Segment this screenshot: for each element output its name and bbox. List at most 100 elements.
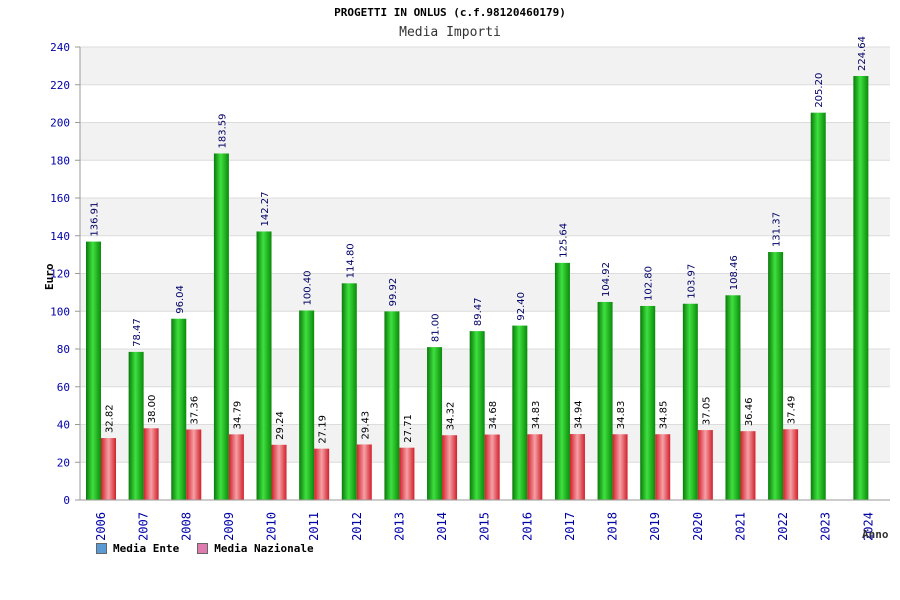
- data-label: 34.94: [573, 400, 584, 429]
- bar-media-ente: [213, 153, 229, 500]
- x-tick-label: 2008: [179, 512, 193, 541]
- data-label: 224.64: [857, 36, 868, 71]
- x-tick-label: 2021: [733, 512, 747, 541]
- bar-media-ente: [469, 331, 485, 500]
- bar-media-nazionale: [186, 429, 202, 500]
- bar-media-ente: [640, 305, 656, 500]
- data-label: 102.80: [644, 266, 655, 301]
- data-label: 34.79: [232, 401, 243, 430]
- grid-band: [80, 122, 890, 161]
- x-tick-label: 2019: [648, 512, 662, 541]
- data-label: 108.46: [729, 255, 740, 290]
- y-tick-label: 60: [57, 381, 70, 394]
- chart-title: PROGETTI IN ONLUS (c.f.98120460179): [334, 6, 566, 19]
- x-tick-label: 2022: [776, 512, 790, 541]
- y-tick-label: 240: [50, 41, 70, 54]
- data-label: 81.00: [431, 313, 442, 342]
- x-tick-label: 2015: [478, 512, 492, 541]
- data-label: 205.20: [814, 73, 825, 108]
- bar-media-nazionale: [228, 434, 244, 500]
- x-tick-label: 2006: [94, 512, 108, 541]
- y-axis-label: Euro: [43, 263, 56, 290]
- bar-media-nazionale: [612, 434, 628, 500]
- y-tick-label: 160: [50, 192, 70, 205]
- bar-media-ente: [768, 252, 784, 500]
- data-label: 136.91: [90, 202, 101, 237]
- data-label: 34.85: [659, 401, 670, 430]
- data-label: 92.40: [516, 292, 527, 321]
- data-label: 34.68: [488, 401, 499, 430]
- bar-media-nazionale: [399, 447, 415, 500]
- y-tick-label: 140: [50, 230, 70, 243]
- data-label: 27.71: [403, 414, 414, 443]
- chart-subtitle: Media Importi: [399, 25, 501, 40]
- bar-media-nazionale: [527, 434, 543, 500]
- bar-media-nazionale: [442, 435, 458, 500]
- bar-media-nazionale: [655, 434, 671, 500]
- bar-media-nazionale: [569, 434, 585, 500]
- bar-media-ente: [299, 310, 315, 500]
- x-tick-label: 2007: [137, 512, 151, 541]
- x-tick-label: 2014: [435, 512, 449, 541]
- y-tick-label: 180: [50, 154, 70, 167]
- bar-media-ente: [128, 351, 144, 500]
- bar-media-ente: [512, 325, 528, 500]
- y-tick-label: 0: [63, 494, 70, 507]
- x-tick-label: 2009: [222, 512, 236, 541]
- x-tick-label: 2013: [392, 512, 406, 541]
- bar-media-nazionale: [484, 434, 500, 500]
- bar-media-nazionale: [101, 438, 116, 500]
- bar-media-ente: [86, 241, 101, 500]
- bar-media-nazionale: [740, 431, 756, 500]
- data-label: 37.36: [190, 396, 201, 425]
- bar-media-nazionale: [783, 429, 799, 500]
- bar-media-nazionale: [314, 448, 330, 500]
- data-label: 142.27: [260, 191, 271, 226]
- data-label: 38.00: [147, 395, 158, 424]
- y-tick-label: 80: [57, 343, 70, 356]
- data-label: 99.92: [388, 278, 399, 307]
- y-tick-label: 120: [50, 268, 70, 281]
- data-label: 34.83: [531, 401, 542, 430]
- bar-media-ente: [256, 231, 272, 500]
- y-tick-label: 40: [57, 419, 70, 432]
- x-tick-label: 2011: [307, 512, 321, 541]
- x-tick-label: 2024: [861, 512, 875, 541]
- x-tick-label: 2017: [563, 512, 577, 541]
- bar-media-ente: [853, 75, 869, 500]
- data-label: 37.05: [701, 396, 712, 425]
- data-label: 114.80: [345, 243, 356, 278]
- bar-media-nazionale: [356, 444, 372, 500]
- bar-media-ente: [682, 303, 698, 500]
- bar-media-ente: [597, 301, 613, 500]
- x-tick-label: 2023: [819, 512, 833, 541]
- grid-band: [80, 198, 890, 236]
- y-tick-label: 100: [50, 305, 70, 318]
- bar-media-nazionale: [697, 430, 713, 500]
- data-label: 32.82: [105, 404, 116, 433]
- legend-label-media-ente: Media Ente: [113, 542, 180, 555]
- bar-media-ente: [810, 112, 826, 500]
- data-label: 104.92: [601, 262, 612, 297]
- grid-band: [80, 84, 890, 123]
- x-tick-label: 2012: [350, 512, 364, 541]
- legend: Media Ente Media Nazionale: [96, 542, 314, 555]
- bar-media-ente: [427, 347, 443, 500]
- y-tick-label: 20: [57, 456, 70, 469]
- x-tick-label: 2016: [520, 512, 534, 541]
- data-label: 131.37: [772, 212, 783, 247]
- data-label: 29.24: [275, 411, 286, 440]
- legend-item-media-ente: Media Ente: [96, 542, 179, 555]
- data-label: 183.59: [217, 113, 228, 148]
- bar-media-ente: [554, 262, 570, 500]
- legend-item-media-nazionale: Media Nazionale: [197, 542, 314, 555]
- y-tick-label: 220: [50, 79, 70, 92]
- data-label: 89.47: [473, 297, 484, 326]
- bar-media-ente: [384, 311, 400, 500]
- data-label: 125.64: [558, 223, 569, 258]
- x-axis-label: Anno: [862, 528, 889, 541]
- x-tick-label: 2010: [265, 512, 279, 541]
- data-label: 29.43: [360, 411, 371, 440]
- legend-label-media-nazionale: Media Nazionale: [214, 542, 314, 555]
